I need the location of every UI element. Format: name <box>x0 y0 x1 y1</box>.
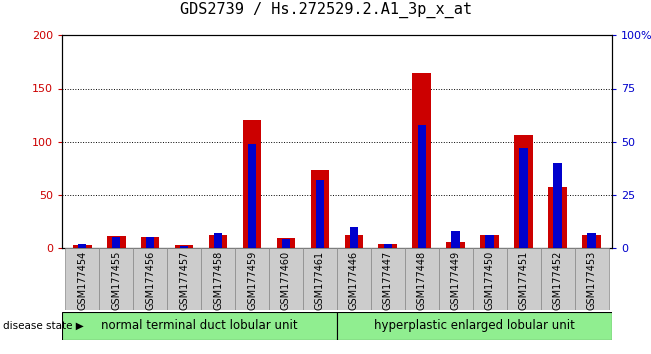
Text: GSM177456: GSM177456 <box>145 251 155 310</box>
Bar <box>107 236 126 248</box>
Bar <box>174 245 193 248</box>
Bar <box>201 248 235 310</box>
Text: GSM177448: GSM177448 <box>417 251 427 310</box>
Text: ■: ■ <box>68 353 80 354</box>
Bar <box>575 248 609 310</box>
Bar <box>112 237 120 248</box>
Bar <box>277 238 296 248</box>
Bar <box>180 246 188 248</box>
Bar <box>337 312 612 340</box>
Text: GSM177459: GSM177459 <box>247 251 257 310</box>
Bar <box>214 233 222 248</box>
Bar <box>383 244 392 248</box>
Bar <box>548 187 567 248</box>
Text: normal terminal duct lobular unit: normal terminal duct lobular unit <box>101 319 298 332</box>
Bar <box>506 248 540 310</box>
Bar <box>243 120 261 248</box>
Bar <box>439 248 473 310</box>
Bar <box>209 235 227 248</box>
Bar <box>248 144 256 248</box>
Bar <box>519 148 528 248</box>
Bar <box>582 235 601 248</box>
Bar <box>282 239 290 248</box>
Bar <box>73 245 92 248</box>
Text: GSM177461: GSM177461 <box>315 251 325 310</box>
Text: GSM177449: GSM177449 <box>450 251 461 310</box>
Bar <box>587 233 596 248</box>
Bar <box>371 248 405 310</box>
Text: GSM177454: GSM177454 <box>77 251 87 310</box>
Text: GSM177455: GSM177455 <box>111 251 121 310</box>
Text: GSM177460: GSM177460 <box>281 251 291 310</box>
Bar <box>99 248 133 310</box>
Bar <box>540 248 575 310</box>
Text: GSM177453: GSM177453 <box>587 251 596 310</box>
Bar <box>311 170 329 248</box>
Bar <box>480 235 499 248</box>
Text: disease state ▶: disease state ▶ <box>3 321 84 331</box>
Text: GSM177446: GSM177446 <box>349 251 359 310</box>
Bar <box>303 248 337 310</box>
Bar <box>133 248 167 310</box>
Bar <box>378 244 397 248</box>
Bar <box>146 237 154 248</box>
Text: GDS2739 / Hs.272529.2.A1_3p_x_at: GDS2739 / Hs.272529.2.A1_3p_x_at <box>180 2 471 18</box>
Bar <box>65 248 99 310</box>
Text: GSM177458: GSM177458 <box>213 251 223 310</box>
Text: GSM177450: GSM177450 <box>485 251 495 310</box>
Bar <box>405 248 439 310</box>
Text: GSM177447: GSM177447 <box>383 251 393 310</box>
Text: GSM177452: GSM177452 <box>553 251 562 310</box>
Bar <box>141 237 159 248</box>
Bar <box>452 231 460 248</box>
Bar <box>413 73 431 248</box>
Bar <box>473 248 506 310</box>
Bar <box>350 227 358 248</box>
Bar <box>78 244 87 248</box>
Bar <box>62 312 337 340</box>
Bar <box>417 125 426 248</box>
Bar <box>235 248 269 310</box>
Bar <box>167 248 201 310</box>
Bar <box>344 235 363 248</box>
Bar <box>316 180 324 248</box>
Bar <box>337 248 371 310</box>
Text: GSM177451: GSM177451 <box>519 251 529 310</box>
Bar <box>514 135 533 248</box>
Bar <box>447 242 465 248</box>
Bar <box>486 235 494 248</box>
Bar <box>269 248 303 310</box>
Text: hyperplastic enlarged lobular unit: hyperplastic enlarged lobular unit <box>374 319 575 332</box>
Bar <box>553 163 562 248</box>
Text: GSM177457: GSM177457 <box>179 251 189 310</box>
